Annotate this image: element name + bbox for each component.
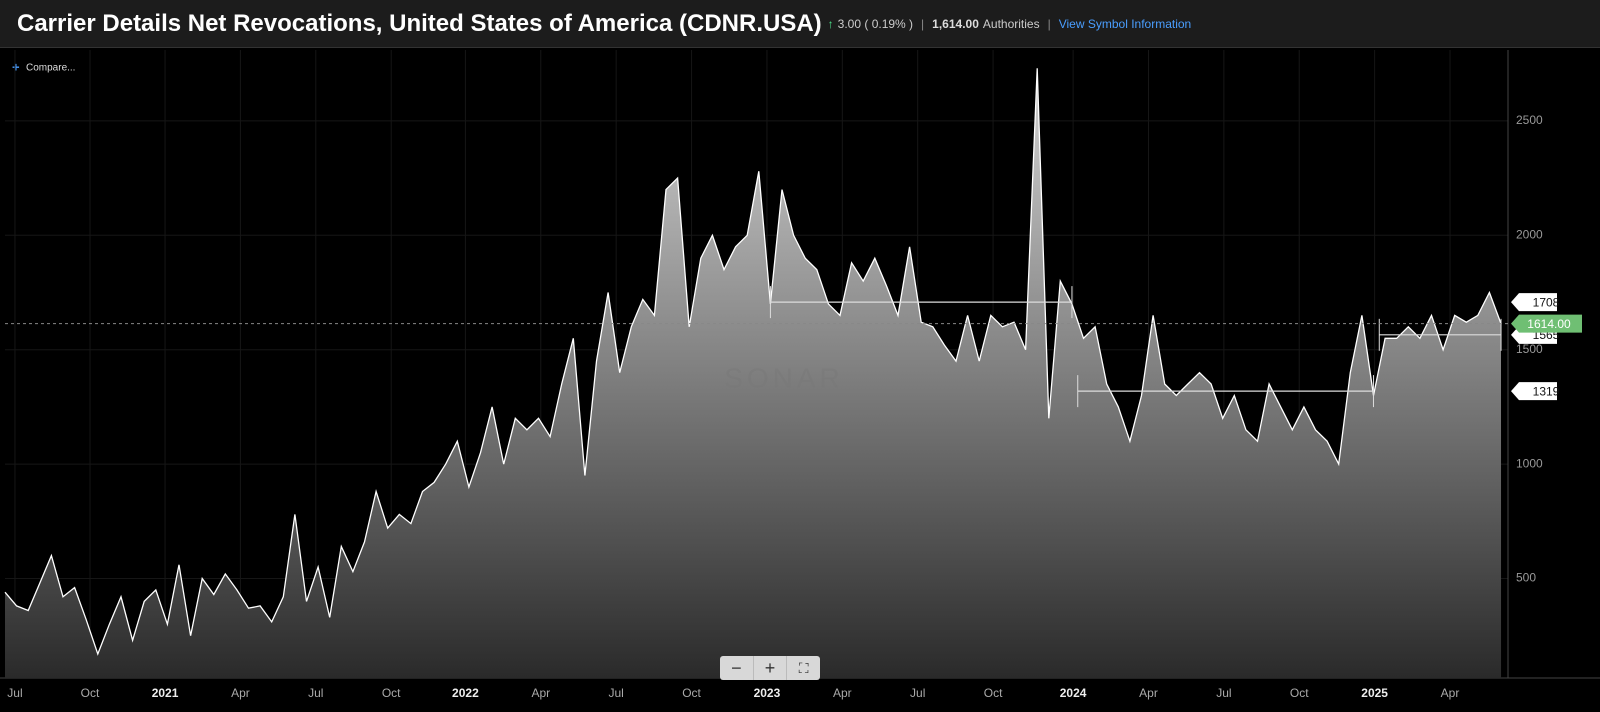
current-label: 1614.00 [1527,317,1571,331]
x-tick-label: Jul [308,686,323,700]
x-tick-label: 2025 [1361,686,1388,700]
x-tick-label: Apr [531,686,550,700]
y-tick-label: 500 [1516,571,1536,585]
x-tick-label: Oct [1290,686,1309,700]
x-tick-label: Apr [1139,686,1158,700]
x-tick-label: Oct [81,686,100,700]
change: 3.00 [837,16,862,31]
y-tick-label: 2500 [1516,113,1543,127]
x-tick-label: Jul [1216,686,1231,700]
x-tick-label: Oct [682,686,701,700]
header: Carrier Details Net Revocations, United … [0,0,1600,48]
average-tag [1511,382,1557,401]
x-tick-label: Apr [231,686,250,700]
x-tick-label: Oct [984,686,1003,700]
separator: | [921,16,925,31]
average-label: 1319 [1533,384,1560,398]
x-tick-label: Jul [7,686,22,700]
x-tick-label: 2023 [754,686,781,700]
y-tick-label: 1500 [1516,342,1543,356]
compare-plus[interactable]: + [12,59,20,74]
x-tick-label: Jul [910,686,925,700]
fullscreen[interactable]: ⛶ [798,660,809,676]
zoom-in[interactable]: + [754,656,788,680]
x-tick-label: 2022 [452,686,479,700]
last-value: 1,614.00 [932,16,979,31]
x-tick-label: 2021 [152,686,179,700]
compare-button[interactable]: Compare... [26,63,75,74]
separator: | [1047,16,1051,31]
change-pct: ( 0.19% ) [864,16,914,31]
average-label: 1708 [1533,295,1560,309]
unit: Authorities [982,16,1040,31]
x-tick-label: 2024 [1060,686,1087,700]
y-tick-label: 2000 [1516,227,1543,241]
current-tag [1511,314,1582,333]
average-tag [1511,293,1557,312]
x-tick-label: Apr [833,686,852,700]
watermark: SONAR [724,362,844,393]
zoom-out[interactable]: − [720,656,754,680]
area-fill [5,68,1502,679]
y-tick-label: 1000 [1516,456,1543,470]
line [4,68,1502,656]
symbol-info-link[interactable]: View Symbol Information [1058,16,1192,31]
title: Carrier Details Net Revocations, United … [17,9,822,37]
x-tick-label: Apr [1441,686,1460,700]
up-arrow: ↑ [827,16,834,31]
x-tick-label: Jul [609,686,624,700]
x-tick-label: Oct [382,686,401,700]
zoom-controls: − + ⛶ [720,656,820,680]
